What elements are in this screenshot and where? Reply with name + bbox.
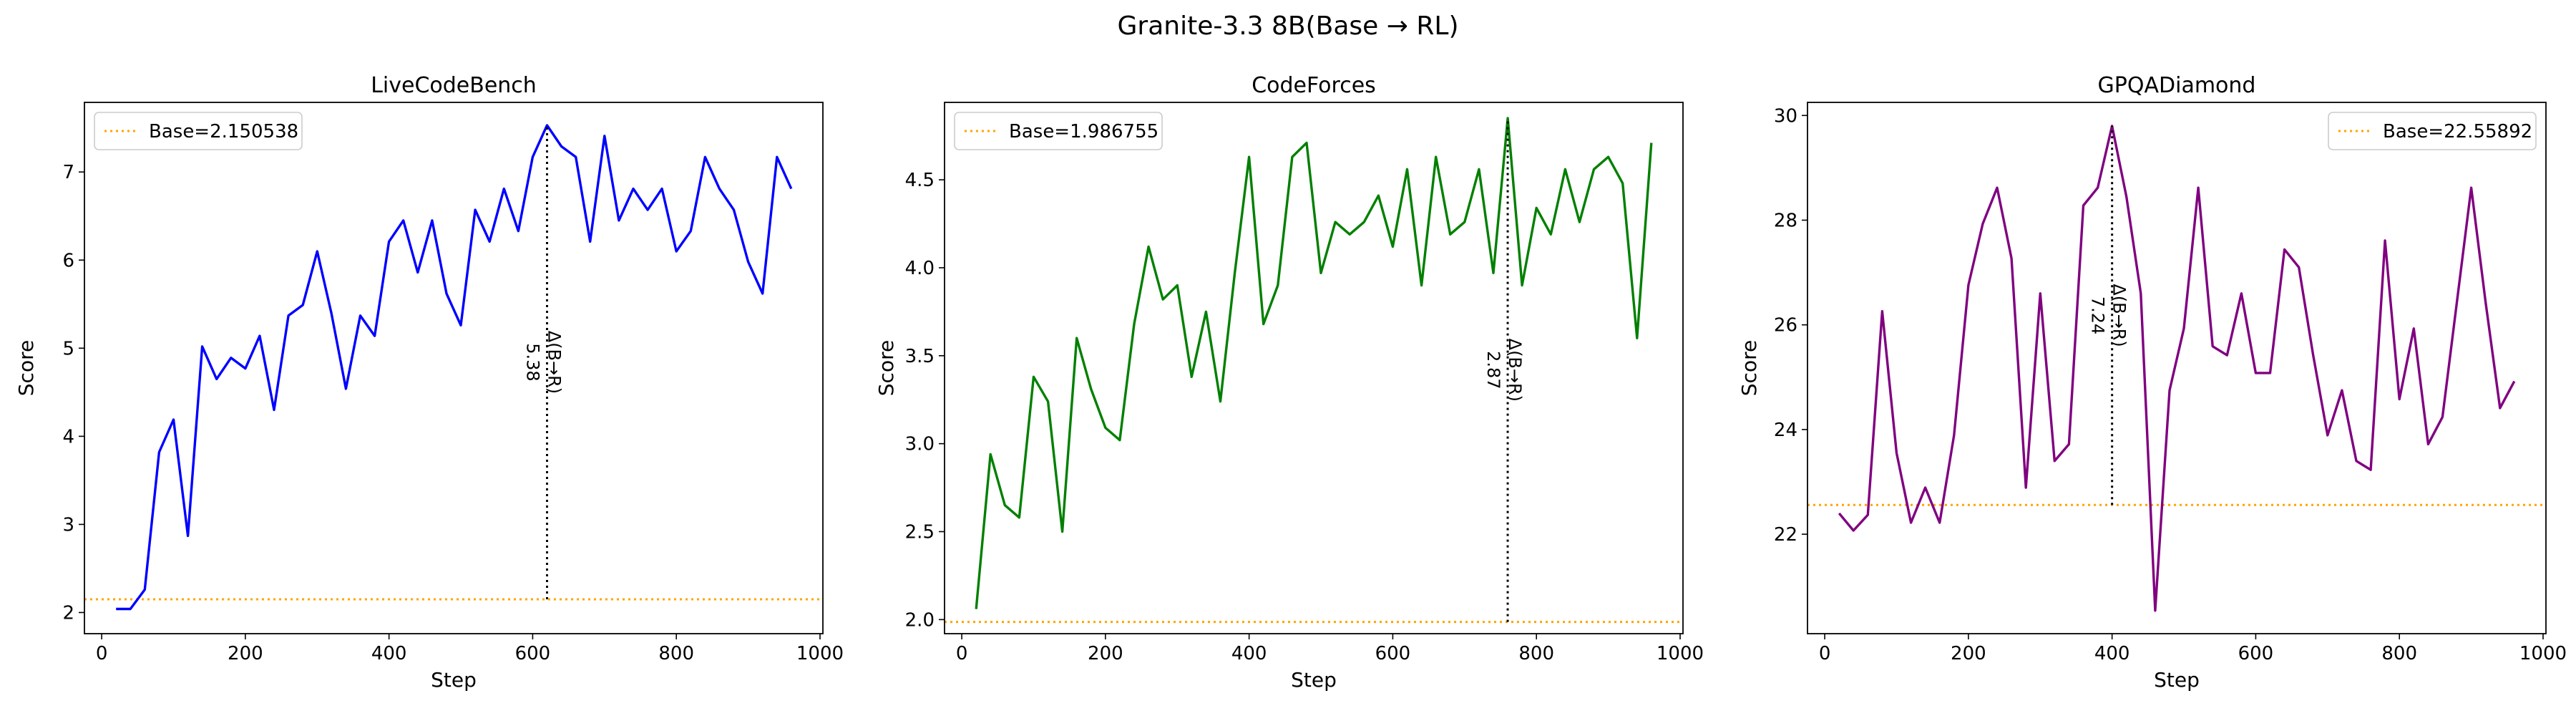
y-tick-label: 28 [1774,210,1797,231]
series-line [116,124,793,611]
x-axis-label: Step [431,668,477,692]
x-tick-label: 200 [1951,643,1986,664]
x-tick-label: 400 [1231,643,1267,664]
x-tick-label: 1000 [796,643,844,664]
y-tick-label: 5 [62,338,74,359]
delta-label: Δ(B→R) [1505,339,1525,402]
figure-title: Granite-3.3 8B(Base → RL) [1118,11,1459,41]
series-line [1838,125,2516,612]
x-tick-label: 800 [2381,643,2417,664]
y-tick-label: 4.5 [905,170,935,191]
x-tick-label: 0 [96,643,108,664]
x-tick-label: 1000 [1657,643,1704,664]
y-tick-label: 3.5 [905,346,935,367]
y-axis-label: Score [874,340,898,396]
chart-panel-1: LiveCodeBench 0 200 400 600 800 1000 2 3 4 5 6 7 Step… [14,73,844,692]
legend-label: Base=22.55892 [2383,121,2532,142]
plot-frame [1807,102,2547,634]
series-line [975,117,1653,609]
delta-value: 2.87 [1483,351,1503,389]
y-tick-label: 2.0 [905,609,935,631]
y-tick-label: 24 [1774,420,1797,441]
delta-value: 7.24 [2088,296,2108,334]
y-tick-label: 26 [1774,315,1797,337]
delta-value: 5.38 [523,343,543,381]
plot-frame [84,102,824,634]
legend-box [2328,112,2537,150]
y-tick-label: 2 [62,602,74,624]
panels: LiveCodeBench 0 200 400 600 800 1000 2 3 4 5 6 7 Step… [14,73,2567,692]
y-tick-label: 4.0 [905,258,935,279]
chart-panel-2: CodeForces 0 200 400 600 800 1000 2.0 2.5 3.0 3.5 4… [874,73,1704,692]
y-tick-label: 2.5 [905,521,935,543]
x-axis-label: Step [1291,668,1337,692]
chart-panel-3: GPQADiamond 0 200 400 600 800 1000 22 24 26 28 30 St… [1737,73,2567,692]
x-tick-label: 400 [2094,643,2130,664]
x-tick-label: 600 [1375,643,1411,664]
x-tick-label: 800 [1518,643,1554,664]
x-tick-label: 600 [2238,643,2274,664]
plot-frame [944,102,1684,634]
x-tick-label: 400 [371,643,407,664]
y-tick-label: 22 [1774,524,1797,546]
y-tick-label: 30 [1774,105,1797,127]
y-axis-label: Score [1737,340,1761,396]
x-tick-label: 200 [228,643,263,664]
legend-label: Base=1.986755 [1009,121,1158,142]
x-tick-label: 1000 [2519,643,2567,664]
x-tick-label: 200 [1088,643,1123,664]
legend-label: Base=2.150538 [149,121,298,142]
y-tick-label: 4 [62,426,74,448]
y-tick-label: 6 [62,250,74,271]
x-tick-label: 600 [515,643,551,664]
delta-label: Δ(B→R) [545,331,565,394]
chart-title: GPQADiamond [2098,73,2256,98]
y-tick-label: 7 [62,162,74,183]
chart-title: LiveCodeBench [371,73,537,98]
x-tick-label: 0 [1819,643,1831,664]
legend-box [954,112,1163,150]
legend-box [94,112,303,150]
x-tick-label: 800 [658,643,694,664]
y-axis-label: Score [14,340,38,396]
x-axis-label: Step [2154,668,2200,692]
chart-title: CodeForces [1252,73,1376,98]
y-tick-label: 3 [62,514,74,536]
x-tick-label: 0 [956,643,968,664]
y-tick-label: 3.0 [905,434,935,455]
delta-label: Δ(B→R) [2109,284,2129,347]
